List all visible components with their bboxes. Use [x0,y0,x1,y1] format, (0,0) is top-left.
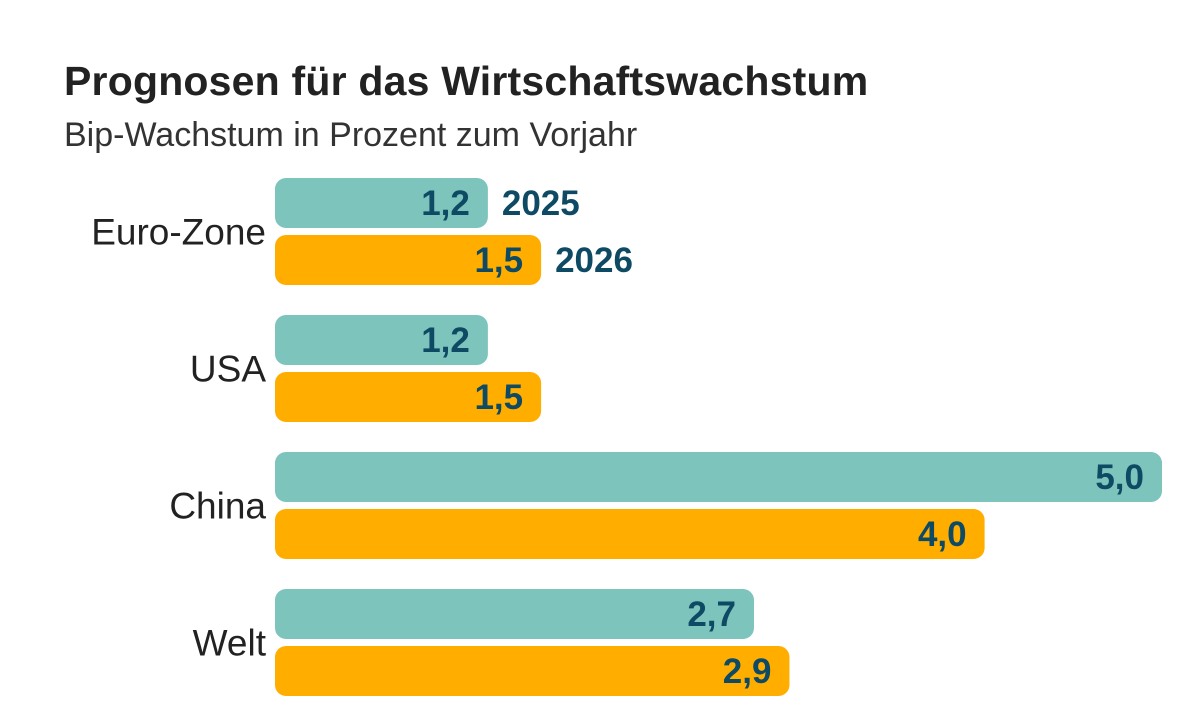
category-label: USA [190,349,266,390]
bar-2025 [275,315,488,365]
value-label: 5,0 [1095,458,1144,497]
chart-subtitle: Bip-Wachstum in Prozent zum Vorjahr [64,116,638,154]
bar-2025 [275,452,1162,502]
value-label: 4,0 [918,515,967,554]
category-label: China [169,486,266,527]
category-label: Euro-Zone [91,212,266,253]
value-label: 2,7 [687,595,736,634]
value-label: 2,9 [723,652,772,691]
chart-title: Prognosen für das Wirtschaftswachstum [64,58,869,104]
bar-2026 [275,646,790,696]
bar-2025 [275,589,754,639]
category-label: Welt [193,623,267,664]
legend-label-2025: 2025 [502,184,580,223]
value-label: 1,2 [421,321,470,360]
bar-2026 [275,372,542,422]
bar-2025 [275,178,488,228]
value-label: 1,5 [474,241,523,280]
value-label: 1,5 [474,378,523,417]
legend-label-2026: 2026 [555,241,633,280]
bar-2026 [275,509,985,559]
value-label: 1,2 [421,184,470,223]
bar-2026 [275,235,542,285]
